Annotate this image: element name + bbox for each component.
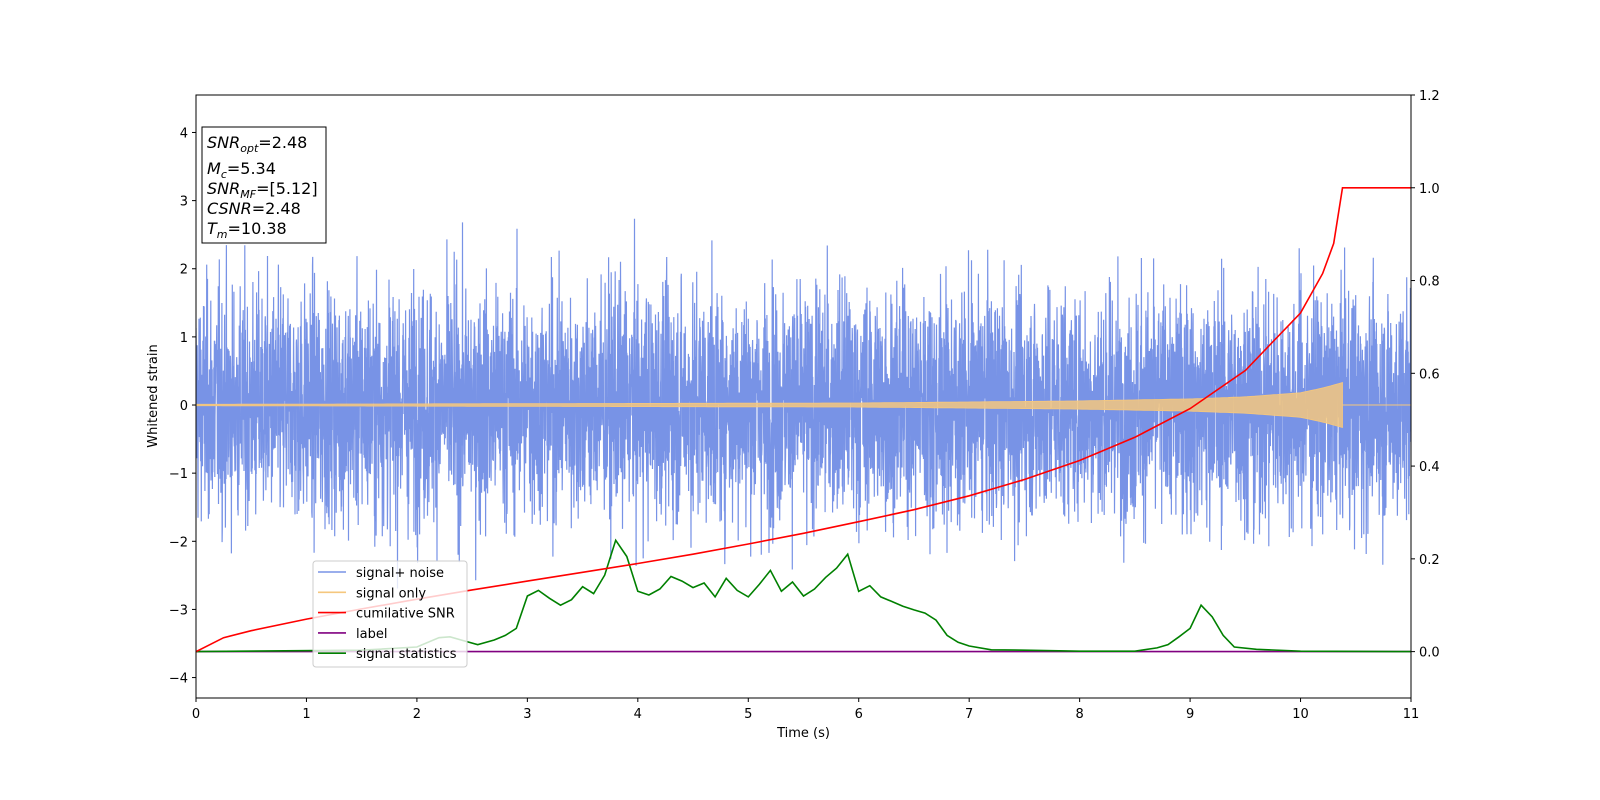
y-tick-label-3: 3 bbox=[180, 195, 188, 210]
info-tm: Tm=10.38 bbox=[207, 219, 287, 241]
legend: signal+ noise signal only cumilative SNR la… bbox=[312, 560, 468, 668]
y-tick-label-2: 2 bbox=[180, 263, 188, 278]
y-axis-label: Whitened strain bbox=[146, 344, 161, 447]
y2-tick-label-0.6: 0.6 bbox=[1419, 367, 1440, 382]
x-tick-label-6: 6 bbox=[855, 707, 863, 722]
legend-label-4: signal statistics bbox=[356, 647, 457, 662]
y-tick-label-−1: −1 bbox=[169, 467, 188, 482]
info-csnr: CSNR=2.48 bbox=[207, 199, 301, 218]
y-tick-label-0: 0 bbox=[180, 399, 188, 414]
plot-frame bbox=[195, 94, 1412, 699]
legend-items: signal+ noise signal only cumilative SNR la… bbox=[318, 566, 457, 662]
x-tick-label-3: 3 bbox=[523, 707, 531, 722]
x-tick-label-10: 10 bbox=[1292, 707, 1309, 722]
info-snr-mf: SNRMF=[5.12] bbox=[207, 179, 318, 201]
legend-label-0: signal+ noise bbox=[356, 566, 444, 581]
ticks-layer: 0 1 2 3 4 5 6 7 8 9 10 11 −4 −3 −2 −1 0 1 2 3 4 0.0 0.2 0.4 0.6 0… bbox=[169, 89, 1440, 722]
x-tick-label-11: 11 bbox=[1403, 707, 1420, 722]
x-tick-label-0: 0 bbox=[192, 707, 200, 722]
legend-label-2: cumilative SNR bbox=[356, 607, 455, 622]
x-tick-label-4: 4 bbox=[634, 707, 642, 722]
y2-tick-label-0.8: 0.8 bbox=[1419, 275, 1440, 290]
x-tick-label-2: 2 bbox=[413, 707, 421, 722]
series-signal-only bbox=[196, 381, 1343, 429]
x-tick-label-5: 5 bbox=[744, 707, 752, 722]
x-tick-label-7: 7 bbox=[965, 707, 973, 722]
info-box-frame bbox=[201, 126, 327, 244]
legend-frame bbox=[312, 560, 468, 668]
y2-tick-label-0.4: 0.4 bbox=[1419, 460, 1440, 475]
legend-label-1: signal only bbox=[356, 586, 426, 601]
legend-label-3: label bbox=[356, 627, 387, 642]
y2-tick-label-1.0: 1.0 bbox=[1419, 182, 1440, 197]
x-tick-label-9: 9 bbox=[1186, 707, 1194, 722]
y2-tick-label-0.0: 0.0 bbox=[1419, 646, 1440, 661]
y2-tick-label-0.2: 0.2 bbox=[1419, 553, 1440, 568]
x-axis-label: Time (s) bbox=[776, 726, 830, 741]
y-tick-label-1: 1 bbox=[180, 331, 188, 346]
x-tick-label-8: 8 bbox=[1075, 707, 1083, 722]
x-tick-label-1: 1 bbox=[302, 707, 310, 722]
info-snr-opt: SNRopt=2.48 bbox=[207, 133, 307, 155]
y-tick-label-−2: −2 bbox=[169, 535, 188, 550]
info-box: SNRopt=2.48 Mc=5.34 SNRMF=[5.12] CSNR=2.… bbox=[201, 126, 327, 244]
y-tick-label-4: 4 bbox=[180, 126, 188, 141]
series-signal-statistics bbox=[196, 538, 1411, 653]
y-tick-label-−4: −4 bbox=[169, 672, 188, 687]
info-mc: Mc=5.34 bbox=[207, 159, 276, 181]
y-tick-label-−3: −3 bbox=[169, 603, 188, 618]
y2-tick-label-1.2: 1.2 bbox=[1419, 89, 1440, 104]
